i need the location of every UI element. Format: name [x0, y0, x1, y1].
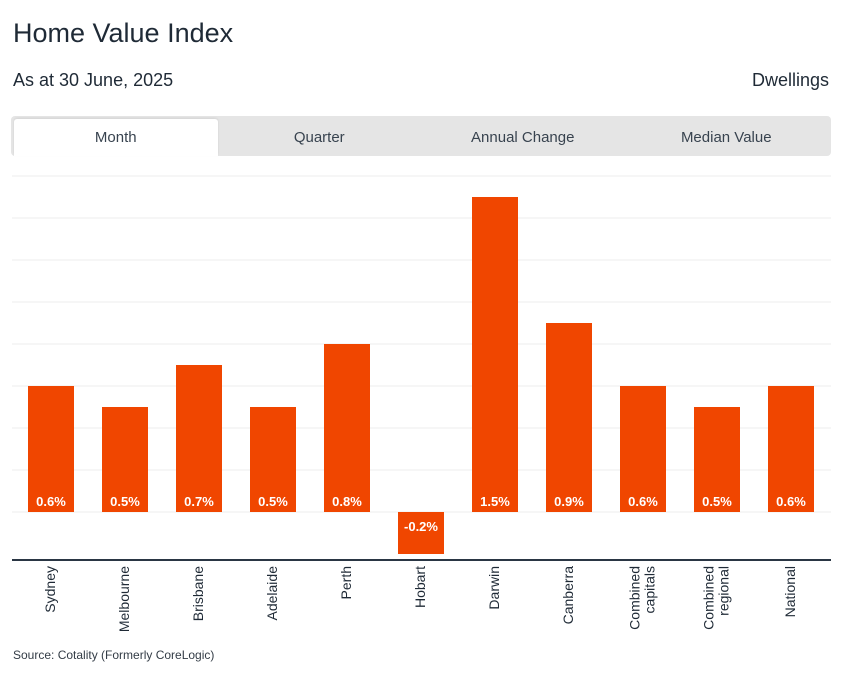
category-label: Brisbane: [190, 566, 206, 621]
data-label: 0.7%: [184, 494, 214, 509]
page-title: Home Value Index: [13, 18, 234, 48]
bar: [694, 407, 740, 512]
data-label: 0.5%: [110, 494, 140, 509]
data-label: 0.6%: [36, 494, 66, 509]
tab-month[interactable]: Month: [14, 119, 218, 156]
data-label: -0.2%: [404, 519, 438, 534]
as-at-date: As at 30 June, 2025: [13, 70, 174, 90]
data-label: 0.5%: [258, 494, 288, 509]
category-label: Perth: [338, 566, 354, 599]
category-label: Melbourne: [116, 566, 132, 632]
bar: [250, 407, 296, 512]
bar: [324, 344, 370, 512]
category-label: Combined: [627, 566, 643, 630]
tab-bar: Month Quarter Annual Change Median Value: [11, 116, 831, 156]
data-label: 0.6%: [776, 494, 806, 509]
category-label: Combined: [701, 566, 717, 630]
category-label: Sydney: [42, 566, 58, 613]
category-label: capitals: [642, 566, 658, 613]
data-label: 0.6%: [628, 494, 658, 509]
bar: [768, 386, 814, 512]
tab-quarter[interactable]: Quarter: [293, 129, 345, 146]
bar-chart: 0.6% Sydney 0.5% Melbourne 0.7% Brisbane 0.5% A…: [12, 175, 831, 632]
data-label: 0.8%: [332, 494, 362, 509]
category-label: Canberra: [560, 566, 576, 625]
category-label: Hobart: [412, 566, 428, 608]
category-label: Adelaide: [264, 566, 280, 621]
bar: [102, 407, 148, 512]
bar: [472, 197, 518, 512]
category-label: Darwin: [486, 566, 502, 610]
bar: [176, 365, 222, 512]
bar: [398, 512, 444, 554]
data-label: 0.5%: [702, 494, 732, 509]
category-label: regional: [716, 566, 732, 616]
tab-annual-change[interactable]: Annual Change: [471, 129, 575, 146]
bar: [28, 386, 74, 512]
tab-median-value[interactable]: Median Value: [680, 129, 772, 146]
category-label: National: [782, 566, 798, 617]
dwellings-label: Dwellings: [751, 70, 829, 90]
bar: [620, 386, 666, 512]
data-label: 1.5%: [480, 494, 510, 509]
data-label: 0.9%: [554, 494, 584, 509]
source-note: Source: Cotality (Formerly CoreLogic): [13, 648, 215, 662]
bar: [546, 323, 592, 512]
